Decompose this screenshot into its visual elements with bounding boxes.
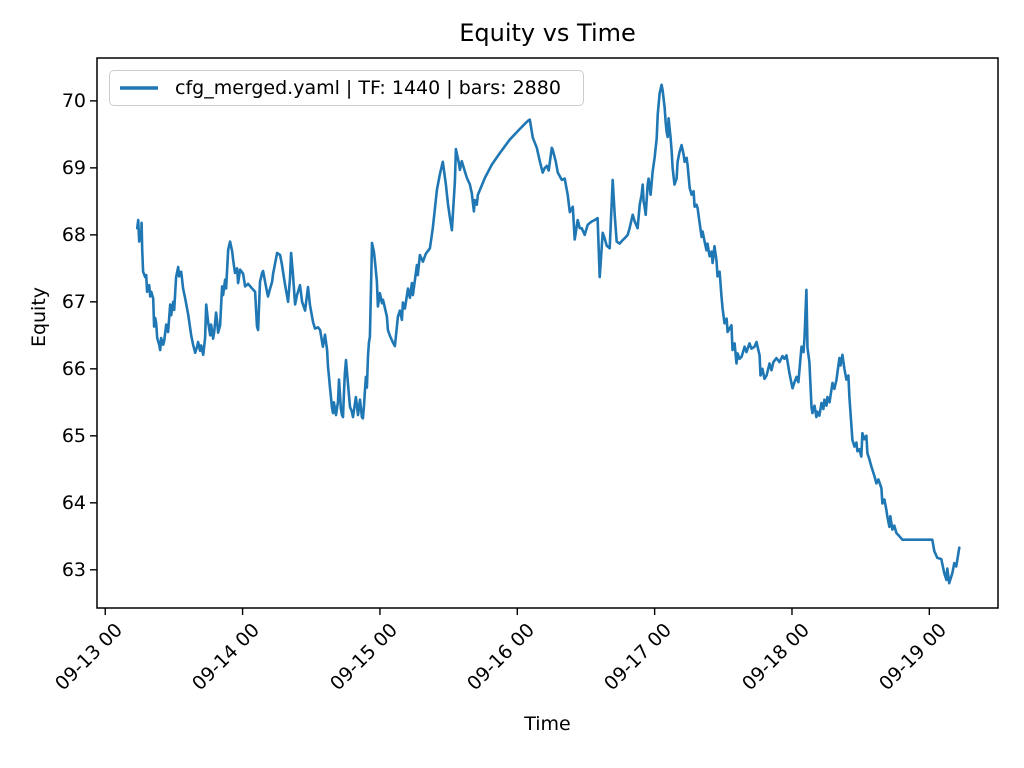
y-tick-label: 68	[61, 223, 86, 246]
x-axis-label: Time	[524, 713, 571, 735]
legend-label: cfg_merged.yaml | TF: 1440 | bars: 2880	[175, 77, 561, 99]
y-tick-label: 67	[61, 290, 86, 313]
legend: cfg_merged.yaml | TF: 1440 | bars: 2880	[109, 70, 584, 106]
y-tick-label: 64	[61, 491, 86, 514]
y-tick-label: 63	[61, 558, 86, 581]
y-tick-label: 66	[61, 357, 86, 380]
y-tick-label: 69	[61, 156, 86, 179]
axes-box	[96, 57, 999, 609]
legend-line-swatch	[120, 86, 158, 90]
chart-title: Equity vs Time	[459, 19, 636, 47]
equity-line	[135, 83, 961, 585]
y-tick-label: 70	[61, 89, 86, 112]
y-tick-label: 65	[61, 424, 86, 447]
